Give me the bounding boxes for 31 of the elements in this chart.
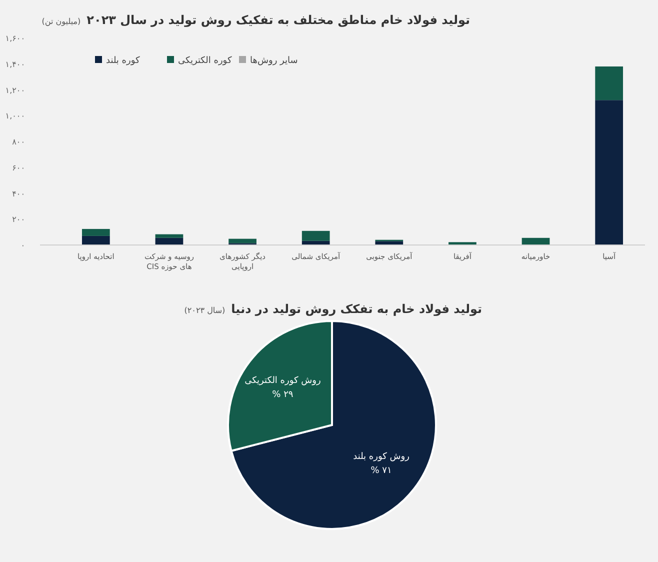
chart-title: تولید فولاد خام به تفکک روش تولید در دنیا [231,302,482,316]
bar [228,238,256,244]
bar [375,241,404,245]
legend-label: کوره بلند [106,56,140,66]
data-label: ۷۱ % [370,466,392,476]
legend-label: کوره الکتریکی [178,56,232,66]
slice-label: روش کوره الکتریکی [244,376,321,386]
y-tick-label: ۱,۰۰۰ [5,112,25,121]
legend-label: سایر روش‌ها [250,56,298,66]
bar [595,100,624,245]
chart-title: تولید فولاد خام مناطق مختلف به تفکیک روش تولید در سال ۲۰۲۳ [86,13,470,27]
slice-label: روش کوره بلند [353,452,410,462]
pie-slice [230,320,437,530]
y-tick-label: ۰ [20,241,25,250]
data-label: ۲۹ % [272,390,294,400]
chart-subtitle: (میلیون تن) [42,17,81,26]
y-tick-label: ۴۰۰ [12,189,25,198]
bar [82,228,110,236]
y-tick-label: ۱,۶۰۰ [5,34,25,43]
bar [595,66,624,100]
bar [155,234,184,238]
y-tick-label: ۸۰۰ [12,138,25,146]
bar [155,238,184,245]
bar [302,230,330,241]
y-tick-label: ۱,۴۰۰ [5,60,25,69]
bar [82,236,110,245]
chart-subtitle: (سال ۲۰۲۳) [184,306,226,315]
y-tick-label: ۱,۲۰۰ [5,86,25,95]
y-tick-label: ۶۰۰ [12,163,25,172]
bar [522,238,550,245]
y-tick-label: ۲۰۰ [12,215,25,224]
